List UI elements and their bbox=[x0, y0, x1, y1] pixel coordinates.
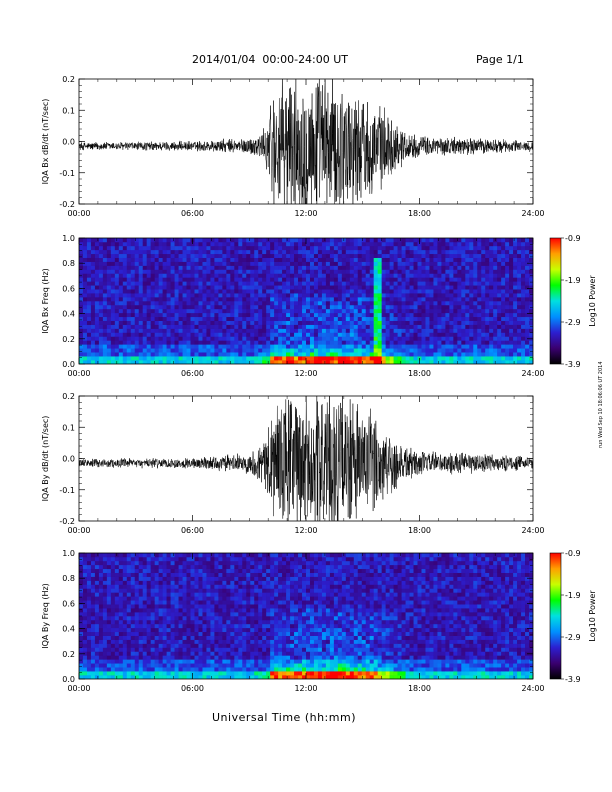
panel-3: -0.2 -0.1 0.0 0.1 0.2 00:00 06:00 12:00 18:00 24:… bbox=[41, 392, 545, 535]
dbdt-trace bbox=[79, 79, 533, 204]
panel-2: -0.9 -1.9 -2.9 -3.9 Log10 Power 0.0 0.2 0.4 0.6 0… bbox=[41, 234, 597, 378]
y-tick-label: 0.0 bbox=[62, 675, 75, 684]
x-tick-label: 12:00 bbox=[294, 369, 317, 378]
y-tick-label: -0.1 bbox=[59, 169, 75, 178]
colorbar-tick-label: -0.9 bbox=[565, 234, 581, 243]
y-tick-label: 0.2 bbox=[62, 392, 75, 401]
y-axis-label: IQA Bx dB/dt (nT/sec) bbox=[41, 99, 50, 185]
x-tick-label: 24:00 bbox=[521, 526, 544, 535]
colorbar bbox=[549, 552, 562, 680]
y-axis-label: IQA Bx Freq (Hz) bbox=[41, 268, 50, 334]
y-tick-label: 0.1 bbox=[62, 106, 75, 115]
x-tick-label: 06:00 bbox=[181, 209, 204, 218]
page-number: Page 1/1 bbox=[476, 53, 524, 66]
y-axis-label: IQA By Freq (Hz) bbox=[41, 583, 50, 649]
colorbar-tick-label: -2.9 bbox=[565, 633, 581, 642]
x-tick-label: 18:00 bbox=[408, 526, 431, 535]
y-tick-label: 0.0 bbox=[62, 138, 75, 147]
x-tick-label: 24:00 bbox=[521, 684, 544, 693]
x-tick-label: 00:00 bbox=[67, 369, 90, 378]
y-tick-label: 0.2 bbox=[62, 335, 75, 344]
run-stamp: run Wed Sep 10 18:06:06 UT 2014 bbox=[598, 361, 604, 448]
colorbar-tick-label: -1.9 bbox=[565, 591, 581, 600]
x-tick-label: 00:00 bbox=[67, 684, 90, 693]
y-tick-label: 0.8 bbox=[62, 574, 75, 583]
y-tick-label: 0.0 bbox=[62, 360, 75, 369]
y-tick-label: -0.2 bbox=[59, 517, 75, 526]
colorbar-tick-label: -2.9 bbox=[565, 318, 581, 327]
y-tick-label: 0.4 bbox=[62, 310, 75, 319]
y-tick-label: 0.2 bbox=[62, 650, 75, 659]
y-tick-label: 1.0 bbox=[62, 234, 75, 243]
dbdt-trace bbox=[79, 396, 533, 521]
panel-4: -0.9 -1.9 -2.9 -3.9 Log10 Power 0.0 0.2 0.4 0.6 0… bbox=[41, 549, 597, 693]
y-tick-label: 0.2 bbox=[62, 75, 75, 84]
y-tick-label: -0.2 bbox=[59, 200, 75, 209]
y-tick-label: 0.6 bbox=[62, 599, 75, 608]
x-tick-label: 06:00 bbox=[181, 369, 204, 378]
x-tick-label: 24:00 bbox=[521, 209, 544, 218]
plot-date-range: 2014/01/04 00:00-24:00 UT bbox=[192, 53, 349, 66]
y-axis-label: IQA By dB/dt (nT/sec) bbox=[41, 416, 50, 502]
x-tick-label: 12:00 bbox=[294, 526, 317, 535]
colorbar bbox=[549, 237, 562, 365]
x-tick-label: 18:00 bbox=[408, 369, 431, 378]
colorbar-tick-label: -3.9 bbox=[565, 360, 581, 369]
x-tick-label: 18:00 bbox=[408, 209, 431, 218]
x-axis-title: Universal Time (hh:mm) bbox=[212, 711, 356, 724]
colorbar-tick-label: -0.9 bbox=[565, 549, 581, 558]
x-tick-label: 06:00 bbox=[181, 526, 204, 535]
x-tick-label: 00:00 bbox=[67, 526, 90, 535]
x-tick-label: 12:00 bbox=[294, 684, 317, 693]
y-tick-label: 1.0 bbox=[62, 549, 75, 558]
y-tick-label: 0.4 bbox=[62, 625, 75, 634]
colorbar-label: Log10 Power bbox=[588, 275, 597, 327]
panel-1: -0.2 -0.1 0.0 0.1 0.2 00:00 06:00 12:00 18:00 24:… bbox=[41, 75, 545, 218]
spectrogram-cells bbox=[79, 553, 533, 679]
y-tick-label: 0.6 bbox=[62, 284, 75, 293]
colorbar-label: Log10 Power bbox=[588, 590, 597, 642]
y-tick-label: -0.1 bbox=[59, 486, 75, 495]
x-tick-label: 06:00 bbox=[181, 684, 204, 693]
spectrogram-cells bbox=[79, 238, 533, 364]
x-tick-label: 00:00 bbox=[67, 209, 90, 218]
x-tick-label: 12:00 bbox=[294, 209, 317, 218]
colorbar-tick-label: -1.9 bbox=[565, 276, 581, 285]
y-tick-label: 0.1 bbox=[62, 423, 75, 432]
y-tick-label: 0.8 bbox=[62, 259, 75, 268]
x-tick-label: 18:00 bbox=[408, 684, 431, 693]
x-tick-label: 24:00 bbox=[521, 369, 544, 378]
y-tick-label: 0.0 bbox=[62, 455, 75, 464]
colorbar-tick-label: -3.9 bbox=[565, 675, 581, 684]
